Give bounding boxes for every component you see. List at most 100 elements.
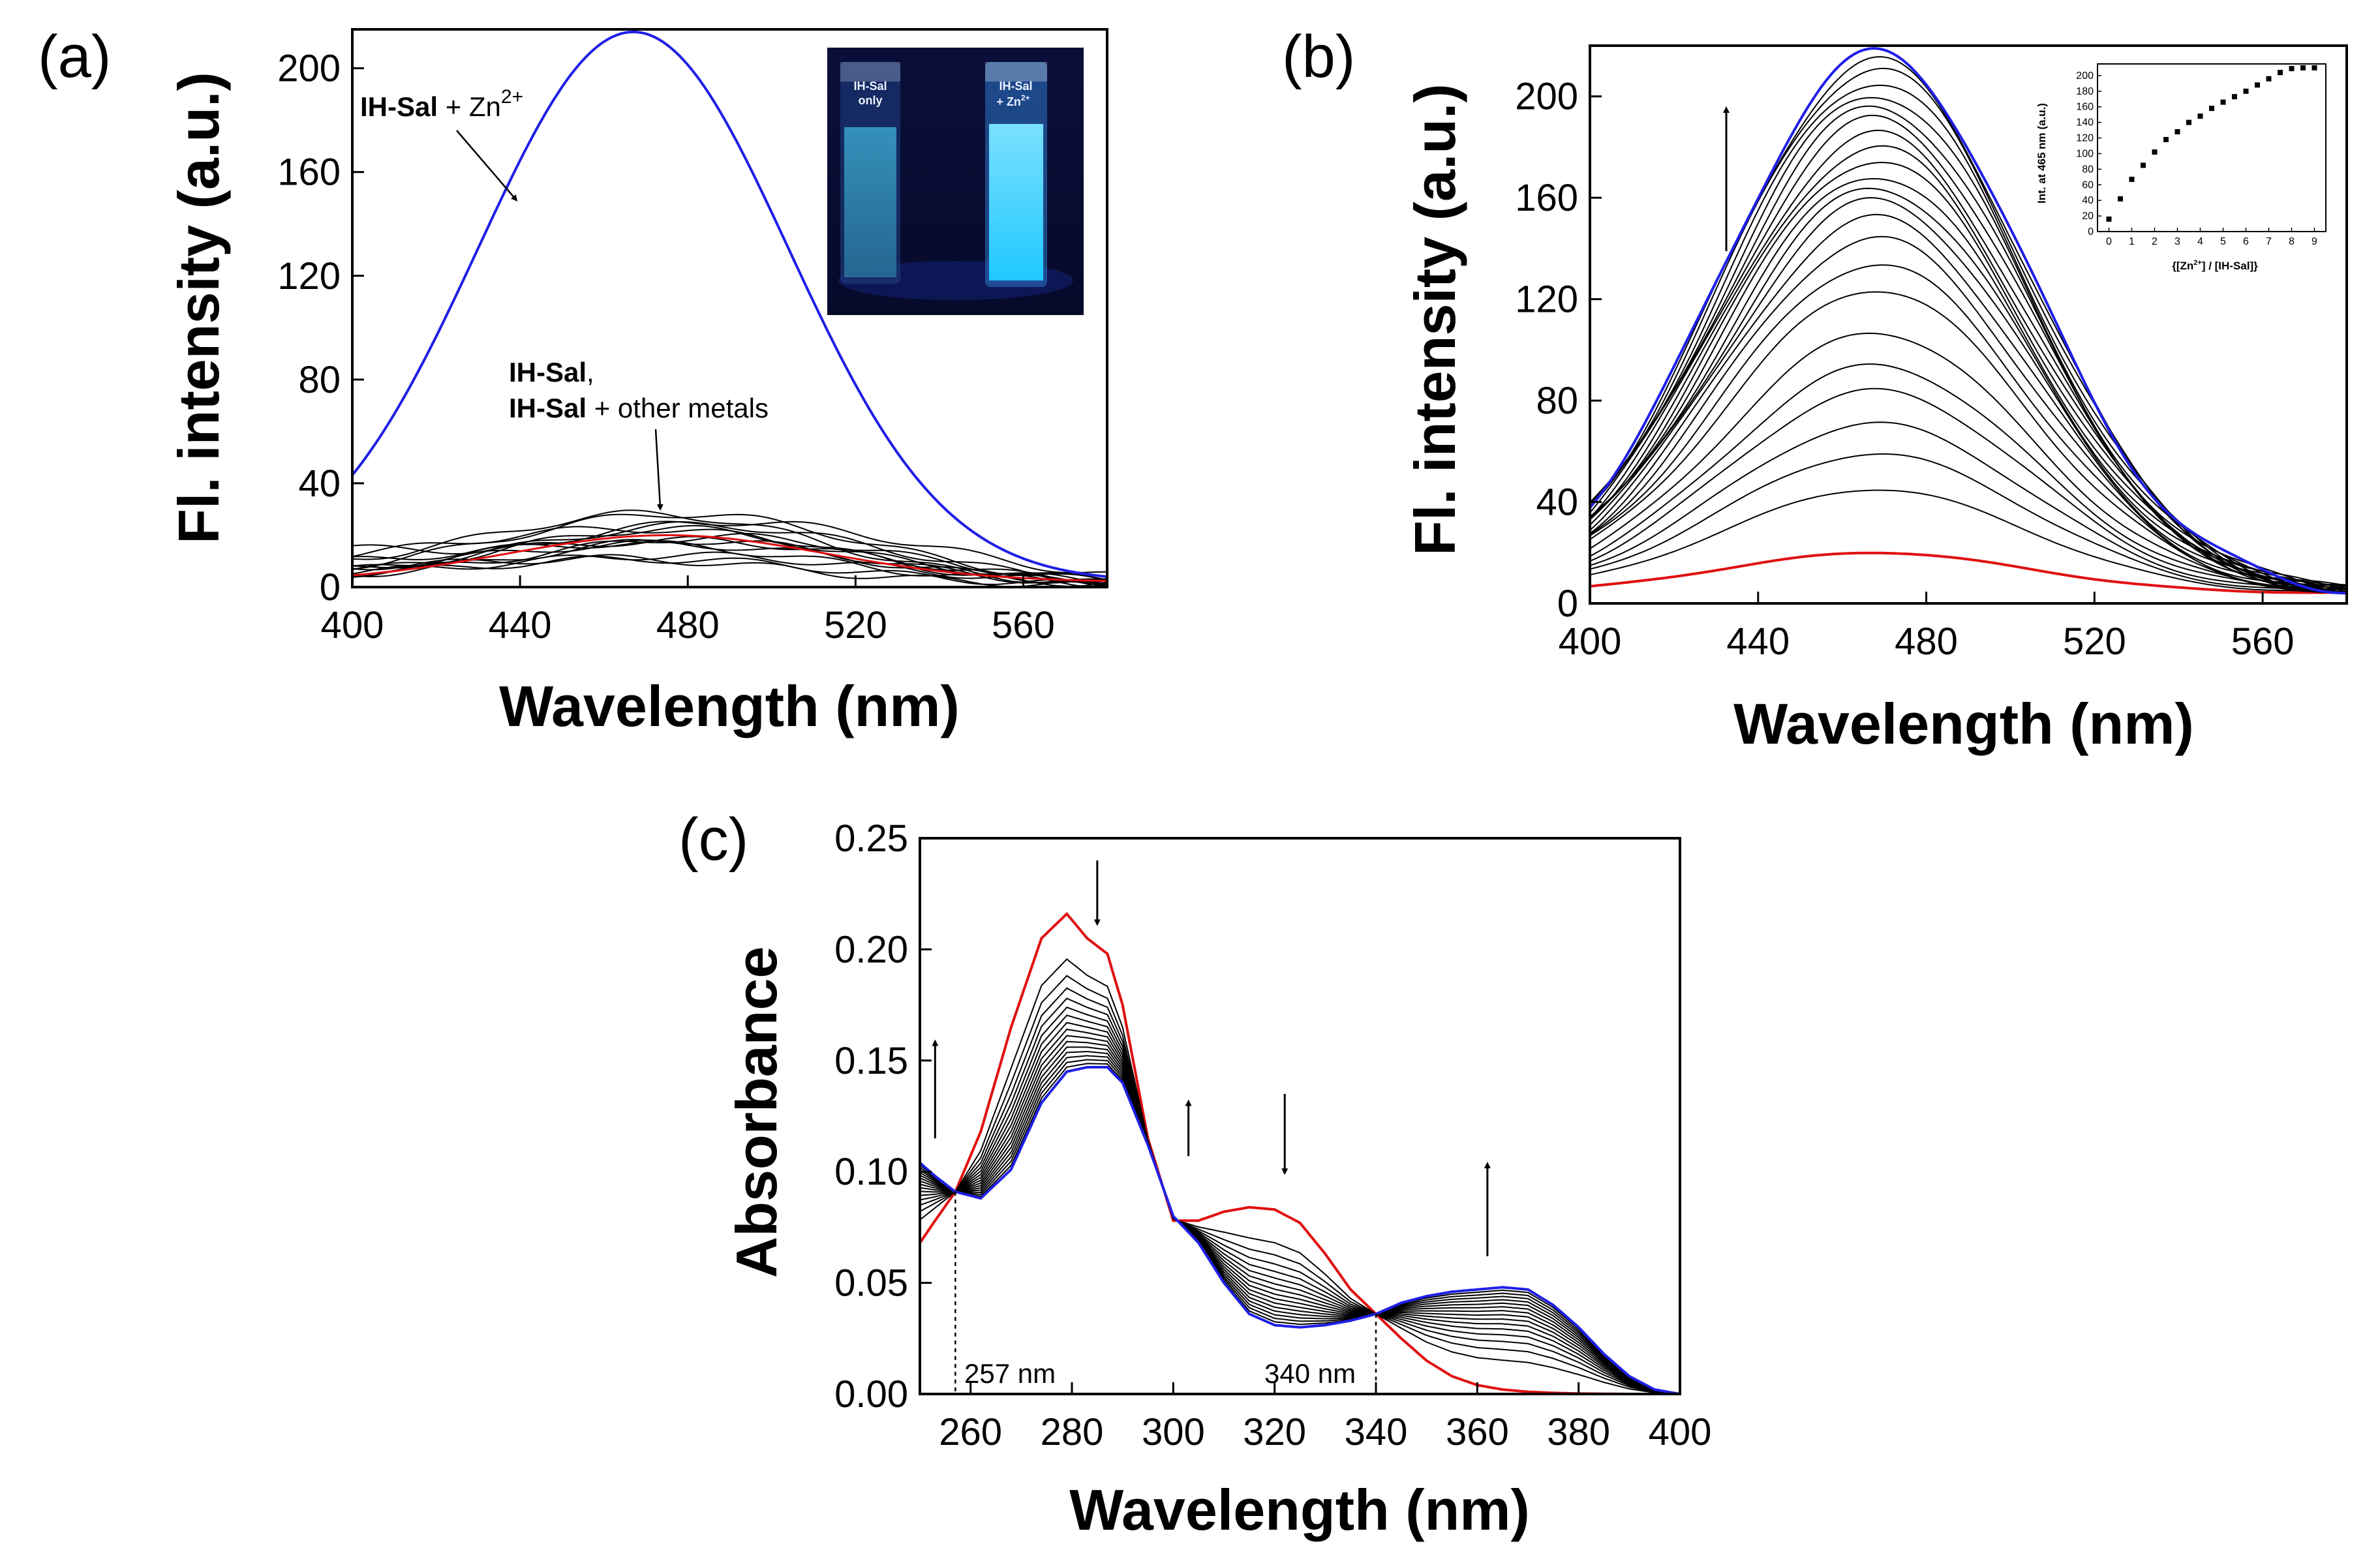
panel-b-inset-y-tick-label: 20 bbox=[2082, 211, 2094, 222]
panel-b-y-tick-label: 200 bbox=[1515, 76, 1578, 118]
panel-b-inset-y-tick-label: 180 bbox=[2076, 86, 2094, 97]
panel-c-titration-curve bbox=[919, 1035, 1681, 1395]
panel-b-y-tick-label: 0 bbox=[1557, 583, 1578, 625]
panel-b-inset-x-tick-label: 2 bbox=[2152, 236, 2158, 247]
panel-b-free-ligand-curve bbox=[1589, 551, 2347, 594]
panel-c-titration-curve bbox=[919, 1050, 1681, 1395]
panel-b-y-tick-label: 160 bbox=[1515, 177, 1578, 219]
panel-b-inset-x-tick-label: 6 bbox=[2243, 236, 2249, 247]
panel-b-titration-curve bbox=[1589, 363, 2347, 593]
panel-a-y-tick-label: 40 bbox=[298, 462, 341, 505]
panel-c-titration-curve bbox=[919, 1059, 1681, 1395]
panel-c-titration-curve bbox=[919, 1022, 1681, 1395]
panel-b-inset-y-tick-label: 0 bbox=[2088, 226, 2094, 237]
panel-b-inset-point bbox=[2243, 88, 2249, 94]
panel-c-arrows bbox=[932, 860, 1491, 1256]
panel-b-inset-point bbox=[2174, 129, 2180, 134]
panel-b-inset-y-tick-label: 140 bbox=[2076, 117, 2094, 129]
panel-c-label: (c) bbox=[679, 806, 748, 873]
panel-c: (c) 260 280 300 320 340 360 380 400 0.00 0.05 0.10… bbox=[679, 806, 1711, 1542]
panel-b-titration-curve bbox=[1589, 291, 2347, 589]
panel-c-titration-curve bbox=[919, 997, 1681, 1395]
panel-c-x-tick-label: 280 bbox=[1041, 1411, 1104, 1453]
panel-a-x-axis-title: Wavelength (nm) bbox=[499, 674, 960, 738]
panel-b-x-tick-label: 520 bbox=[2063, 620, 2126, 663]
panel-c-x-tick-label: 340 bbox=[1345, 1411, 1408, 1453]
panel-b-inset-y-tick-label: 40 bbox=[2082, 195, 2094, 206]
panel-b-titration-curve bbox=[1589, 264, 2347, 591]
panel-b-inset-content: 0 1 2 3 4 5 6 7 8 9 0 20 40 60 80 100 120 140 160 180 200 bbox=[2076, 65, 2317, 247]
panel-a-y-tick-label: 80 bbox=[298, 359, 341, 401]
panel-c-titration-curve bbox=[919, 1014, 1681, 1395]
panel-b-x-tick-label: 480 bbox=[1895, 620, 1958, 663]
panel-b-titration-curve bbox=[1589, 97, 2347, 586]
panel-c-x-tick-label: 320 bbox=[1243, 1411, 1306, 1453]
panel-a-y-tick-label: 200 bbox=[277, 48, 341, 90]
panel-c-curves bbox=[919, 911, 1681, 1395]
isosbestic-label-340: 340 nm bbox=[1264, 1358, 1356, 1389]
panel-c-y-tick-label: 0.15 bbox=[834, 1040, 908, 1082]
panel-a-zn-arrow bbox=[456, 130, 518, 202]
panel-a-x-tick-label: 440 bbox=[489, 604, 552, 646]
panel-a-other-metal-curve bbox=[352, 521, 1108, 573]
panel-b-frame bbox=[1589, 44, 2348, 605]
panel-c-titration-curve bbox=[919, 1055, 1681, 1395]
panel-b-inset-y-tick-label: 120 bbox=[2076, 133, 2094, 144]
panel-c-free-ligand-curve bbox=[919, 911, 1680, 1395]
panel-c-x-axis-title: Wavelength (nm) bbox=[1069, 1478, 1530, 1542]
panel-b-inset-point bbox=[2118, 196, 2123, 202]
panel-a-y-axis-title: Fl. intensity (a.u.) bbox=[166, 72, 231, 544]
panel-a-other-metal-curve bbox=[352, 555, 1108, 587]
panel-a-ticks: 400 440 480 520 560 0 40 80 120 160 200 bbox=[277, 48, 1055, 646]
panel-c-titration-curve bbox=[919, 1063, 1681, 1395]
vial-ih-sal-only: IH-Sal only bbox=[840, 62, 900, 284]
panel-b-inset-x-tick-label: 3 bbox=[2174, 236, 2180, 247]
panel-b-inset-point bbox=[2278, 70, 2283, 76]
panel-b-inset-point bbox=[2209, 106, 2214, 112]
panel-c-titration-curve bbox=[919, 958, 1681, 1395]
panel-b-inset-point bbox=[2197, 114, 2203, 119]
panel-b-inset-y-title: Int. at 465 nm (a.u.) bbox=[2036, 103, 2048, 204]
panel-b-inset-frame bbox=[2097, 63, 2327, 232]
panel-a-other-metal-curve bbox=[352, 532, 1108, 581]
panel-b-titration-curve bbox=[1589, 421, 2347, 594]
panel-b-titration-curve bbox=[1589, 387, 2347, 594]
panel-b-titration-curve bbox=[1589, 332, 2347, 591]
panel-b-inset-point bbox=[2255, 82, 2260, 88]
panel-c-titration-curve bbox=[919, 1007, 1681, 1395]
panel-b-inset-point bbox=[2289, 66, 2295, 72]
panel-c-titration-curve bbox=[919, 975, 1681, 1395]
panel-b-inset-y-tick-label: 60 bbox=[2082, 179, 2094, 190]
panel-b-titration-curve bbox=[1589, 187, 2347, 590]
panel-c-y-tick-label: 0.10 bbox=[834, 1151, 908, 1193]
panel-c-titration-curve bbox=[919, 1028, 1681, 1395]
panel-a-x-tick-label: 400 bbox=[321, 604, 384, 646]
panel-b-inset-y-tick-label: 80 bbox=[2082, 164, 2094, 175]
panel-b-x-tick-label: 560 bbox=[2231, 620, 2295, 663]
panel-b-saturated-curve bbox=[1589, 47, 2347, 595]
panel-a-label: (a) bbox=[38, 23, 111, 90]
panel-b-y-axis-title: Fl. intensity (a.u.) bbox=[1403, 83, 1467, 556]
panel-c-saturated-curve bbox=[919, 1066, 1681, 1395]
panel-b-inset-x-tick-label: 8 bbox=[2289, 236, 2295, 247]
panel-b-titration-curve bbox=[1589, 197, 2347, 593]
panel-b-y-tick-label: 120 bbox=[1515, 279, 1578, 321]
panel-a-x-tick-label: 480 bbox=[656, 604, 720, 646]
panel-a-other-annotation-line2: IH-Sal + other metals bbox=[509, 393, 769, 423]
panel-c-y-tick-label: 0.25 bbox=[834, 817, 908, 860]
panel-b-titration-curve bbox=[1589, 67, 2347, 591]
panel-b-inset-point bbox=[2141, 162, 2146, 168]
panel-b-inset-x-title: {[Zn2+] / [IH-Sal]} bbox=[2172, 259, 2258, 272]
panel-a-y-tick-label: 160 bbox=[277, 151, 341, 194]
panel-c-titration-curve bbox=[919, 1040, 1681, 1395]
panel-a-x-tick-label: 560 bbox=[992, 604, 1055, 646]
panel-b-titration-curve bbox=[1589, 145, 2347, 592]
svg-text:only: only bbox=[858, 94, 882, 107]
panel-b-inset-point bbox=[2106, 216, 2112, 222]
panel-a-zn-annotation: IH-Sal + Zn2+ bbox=[360, 86, 523, 122]
panel-c-x-tick-label: 400 bbox=[1649, 1411, 1712, 1453]
vial-ih-sal-zn: IH-Sal + Zn2+ bbox=[985, 62, 1047, 287]
panel-b-inset-point bbox=[2129, 176, 2135, 182]
